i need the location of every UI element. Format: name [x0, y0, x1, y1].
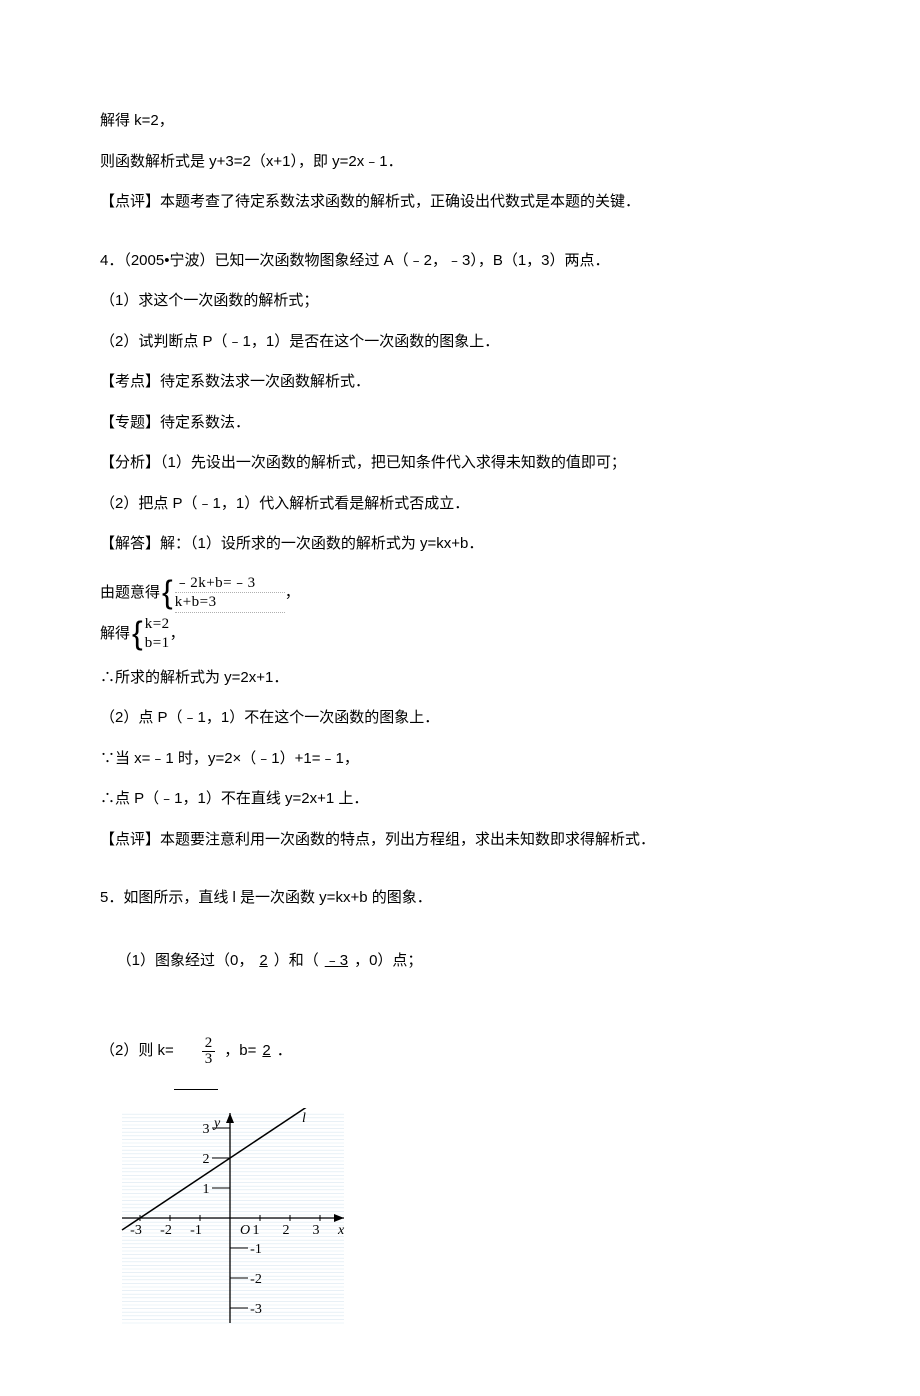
brace-content: k=2 b=1 [145, 615, 170, 653]
analysis-line: （2）把点 P（﹣1，1）代入解析式看是解析式否成立． [100, 493, 820, 516]
svg-text:1: 1 [203, 1182, 210, 1197]
analysis-line: 【分析】（1）先设出一次函数的解析式，把已知条件代入求得未知数的值即可； [100, 452, 820, 475]
left-brace-icon: { [162, 580, 173, 606]
brace-suffix: ， [170, 623, 185, 646]
solution-line: ∵当 x=﹣1 时，y=2×（﹣1）+1=﹣1， [100, 748, 820, 771]
text-line: 解得 k=2， [100, 110, 820, 133]
equation-system-1: 由题意得 { ﹣2k+b=﹣3 k+b=3 ， [100, 574, 820, 614]
text: （1）图象经过（0， [117, 952, 254, 969]
svg-text:y: y [212, 1116, 221, 1131]
text: ，0）点； [354, 952, 422, 969]
svg-text:O: O [240, 1223, 250, 1238]
solution-line: ∴点 P（﹣1，1）不在直线 y=2x+1 上． [100, 788, 820, 811]
svg-text:-3: -3 [250, 1302, 262, 1317]
solution-line: ∴所求的解析式为 y=2x+1． [100, 667, 820, 690]
spacer [100, 869, 820, 887]
svg-text:2: 2 [283, 1223, 290, 1238]
left-brace-icon: { [132, 621, 143, 647]
brace-content: ﹣2k+b=﹣3 k+b=3 [175, 574, 285, 614]
answer-blank: 2 3 [174, 1013, 219, 1090]
svg-text:l: l [302, 1111, 306, 1126]
text: ． [277, 1040, 292, 1063]
fraction-denominator: 3 [202, 1052, 216, 1067]
sub-question-5-1: （1）图象经过（0，2）和（﹣3，0）点； [100, 928, 820, 996]
solution-line: （2）点 P（﹣1，1）不在这个一次函数的图象上． [100, 707, 820, 730]
sub-question-5-2: （2）则 k= 2 3 ，b=2． [100, 1013, 820, 1090]
fraction-numerator: 2 [202, 1036, 216, 1052]
comment-line: 【点评】本题考查了待定系数法求函数的解析式，正确设出代数式是本题的关键． [100, 191, 820, 214]
comment-line: 【点评】本题要注意利用一次函数的特点，列出方程组，求出未知数即求得解析式． [100, 829, 820, 852]
brace-prefix: 由题意得 [100, 582, 160, 605]
equation-row: b=1 [145, 634, 170, 653]
brace-suffix: ， [285, 582, 300, 605]
brace-prefix: 解得 [100, 623, 130, 646]
text: （2）则 k= [100, 1040, 174, 1063]
svg-text:3: 3 [203, 1122, 210, 1137]
svg-text:-2: -2 [250, 1272, 262, 1287]
question-4: 4．（2005•宁波）已知一次函数物图象经过 A（﹣2，﹣3），B（1，3）两点… [100, 250, 820, 273]
answer-blank: ﹣3 [319, 952, 354, 969]
text: ）和（ [274, 952, 319, 969]
svg-text:x: x [337, 1223, 345, 1238]
graph-figure: -3 -2 -1 1 2 3 -3 -2 -1 1 2 3 Ox y l [100, 1108, 820, 1336]
topic-line: 【考点】待定系数法求一次函数解析式． [100, 371, 820, 394]
svg-text:-2: -2 [160, 1223, 172, 1238]
svg-text:-1: -1 [190, 1223, 202, 1238]
equation-row: ﹣2k+b=﹣3 [175, 574, 285, 594]
sub-question: （2）试判断点 P（﹣1，1）是否在这个一次函数的图象上． [100, 331, 820, 354]
text: ，b= [224, 1040, 256, 1063]
svg-text:1: 1 [253, 1223, 260, 1238]
fraction: 2 3 [202, 1036, 216, 1067]
answer-blank: 2 [256, 1040, 276, 1063]
question-5: 5．如图所示，直线 l 是一次函数 y=kx+b 的图象． [100, 887, 820, 910]
svg-text:-1: -1 [250, 1242, 262, 1257]
solution-line: 【解答】解：（1）设所求的一次函数的解析式为 y=kx+b． [100, 533, 820, 556]
equation-row: k=2 [145, 615, 170, 634]
equation-row: k+b=3 [175, 593, 285, 613]
special-line: 【专题】待定系数法． [100, 412, 820, 435]
svg-text:3: 3 [313, 1223, 320, 1238]
sub-question: （1）求这个一次函数的解析式； [100, 290, 820, 313]
coordinate-graph: -3 -2 -1 1 2 3 -3 -2 -1 1 2 3 Ox y l [100, 1108, 360, 1328]
svg-text:-3: -3 [130, 1223, 142, 1238]
text-line: 则函数解析式是 y+3=2（x+1），即 y=2x﹣1． [100, 151, 820, 174]
answer-blank: 2 [253, 952, 273, 969]
spacer [100, 232, 820, 250]
svg-text:2: 2 [203, 1152, 210, 1167]
equation-system-2: 解得 { k=2 b=1 ， [100, 615, 820, 653]
